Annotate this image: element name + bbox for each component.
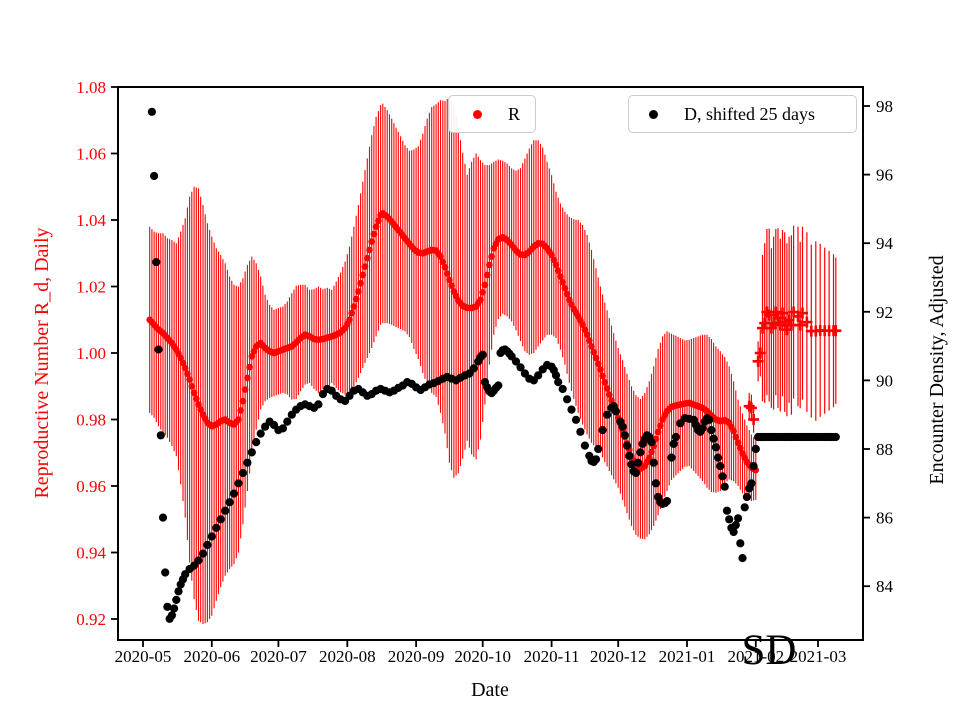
x-tick-label: 2020-06 bbox=[183, 647, 240, 666]
legend-d-label: D, shifted 25 days bbox=[684, 103, 815, 124]
r-marker-icon bbox=[473, 109, 482, 119]
left-tick-label: 1.04 bbox=[76, 211, 106, 230]
right-tick-label: 86 bbox=[876, 509, 893, 528]
left-tick-label: 0.96 bbox=[76, 477, 106, 496]
sd-annotation: SD bbox=[741, 627, 797, 674]
r-scattered-points bbox=[743, 225, 842, 433]
legend-r-label: R bbox=[508, 103, 521, 124]
legend-r: R bbox=[448, 95, 536, 133]
right-tick-label: 96 bbox=[876, 166, 893, 185]
left-tick-label: 0.98 bbox=[76, 411, 106, 430]
x-axis-label: Date bbox=[471, 679, 509, 701]
x-tick-label: 2021-01 bbox=[659, 647, 716, 666]
left-axis-ticks: 1.08 1.06 1.04 1.02 1.00 0.98 0.96 0.94 0.92 bbox=[76, 78, 118, 629]
right-tick-label: 90 bbox=[876, 371, 893, 390]
y-axis-label-left: Reproductive Number R_d, Daily bbox=[31, 227, 53, 499]
r-errorbars bbox=[149, 97, 757, 624]
plot-spines bbox=[117, 86, 864, 641]
r-series-dots bbox=[146, 210, 760, 474]
x-tick-label: 2020-10 bbox=[454, 647, 511, 666]
left-tick-label: 1.00 bbox=[76, 344, 106, 363]
x-tick-label: 2020-11 bbox=[524, 647, 580, 666]
right-tick-label: 88 bbox=[876, 440, 893, 459]
y-axis-label-right: Encounter Density, Adjusted bbox=[926, 255, 948, 485]
x-tick-label: 2020-07 bbox=[250, 647, 307, 666]
d-series-dots bbox=[147, 107, 840, 623]
right-tick-label: 94 bbox=[876, 234, 894, 253]
legend-d: D, shifted 25 days bbox=[628, 95, 857, 133]
right-tick-label: 98 bbox=[876, 97, 893, 116]
x-tick-label: 2020-05 bbox=[115, 647, 172, 666]
d-marker-icon bbox=[649, 109, 658, 119]
left-tick-label: 1.08 bbox=[76, 78, 106, 97]
right-tick-label: 84 bbox=[876, 577, 894, 596]
right-axis-ticks: 98 96 94 92 90 88 86 84 bbox=[863, 97, 894, 596]
right-tick-label: 92 bbox=[876, 303, 893, 322]
x-tick-label: 2020-09 bbox=[388, 647, 445, 666]
x-axis-ticks: 2020-05 2020-06 2020-07 2020-08 2020-09 2020-… bbox=[115, 640, 847, 666]
x-tick-label: 2020-12 bbox=[590, 647, 647, 666]
left-tick-label: 1.02 bbox=[76, 278, 106, 297]
left-tick-label: 1.06 bbox=[76, 145, 106, 164]
x-tick-label: 2021-02 bbox=[727, 647, 784, 666]
left-tick-label: 0.92 bbox=[76, 610, 106, 629]
x-tick-label: 2021-03 bbox=[790, 647, 847, 666]
x-tick-label: 2020-08 bbox=[319, 647, 376, 666]
left-tick-label: 0.94 bbox=[76, 544, 106, 563]
